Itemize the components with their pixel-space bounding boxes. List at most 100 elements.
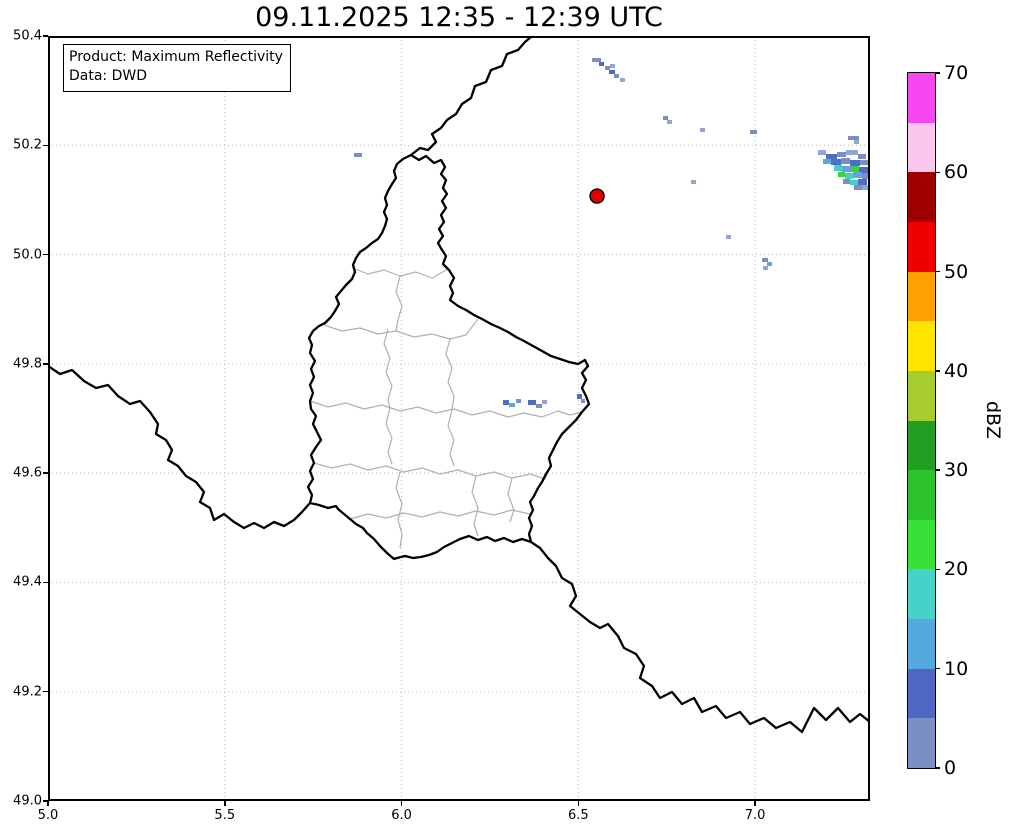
colorbar-tick-label: 60: [944, 161, 969, 184]
x-tickmark: [47, 801, 49, 806]
x-tick-label: 6.0: [391, 808, 412, 823]
location-marker: [589, 188, 605, 204]
radar-echo-cell: [610, 64, 615, 68]
colorbar-band: [908, 221, 935, 272]
country-border: [409, 36, 534, 157]
canton-border: [507, 477, 515, 523]
radar-echo-cell: [823, 159, 831, 164]
canton-border: [385, 407, 393, 465]
y-tickmark: [43, 800, 48, 802]
radar-echo-cell: [862, 185, 870, 190]
country-border: [529, 540, 870, 734]
canton-border: [445, 338, 455, 411]
radar-echo-cell: [859, 167, 870, 173]
plot-frame: [48, 36, 870, 801]
y-tickmark: [43, 690, 48, 693]
colorbar-tickmark: [935, 270, 940, 273]
colorbar-tick-label: 50: [944, 260, 969, 283]
legend-box: Product: Maximum Reflectivity Data: DWD: [63, 44, 291, 92]
y-tick-label: 49.4: [13, 574, 42, 590]
colorbar-band: [908, 420, 935, 471]
radar-echo-cell: [838, 172, 845, 177]
y-tick-label: 49.6: [13, 465, 42, 481]
radar-echo-cell: [854, 185, 862, 190]
radar-echo-cell: [842, 166, 851, 172]
radar-echo-cell: [516, 399, 521, 403]
colorbar-band: [908, 370, 935, 421]
radar-echo-cell: [860, 160, 870, 165]
canton-border: [349, 509, 531, 520]
colorbar-band: [908, 469, 935, 520]
x-tickmark: [224, 801, 226, 806]
colorbar-band: [908, 320, 935, 371]
colorbar-tick-label: 70: [944, 62, 969, 84]
radar-echo-cell: [850, 160, 860, 166]
radar-echo-cell: [726, 235, 731, 239]
radar-echo-cell: [826, 154, 837, 159]
x-tickmark: [754, 801, 756, 806]
x-tickmark: [577, 801, 580, 806]
radar-echo-cell: [858, 154, 866, 159]
radar-echo-cell: [581, 399, 585, 403]
y-tick-label: 50.4: [13, 28, 42, 44]
x-tickmark: [400, 801, 403, 806]
colorbar-tickmark: [935, 72, 940, 74]
radar-echo-cell: [762, 258, 768, 262]
radar-echo-cell: [841, 158, 850, 164]
y-tickmark: [43, 144, 48, 147]
radar-echo-cell: [599, 62, 604, 66]
radar-echo-cell: [837, 152, 846, 157]
y-tickmark: [43, 472, 48, 474]
canton-border: [313, 462, 551, 480]
radar-echo-cell: [834, 165, 842, 171]
colorbar-band: [908, 122, 935, 173]
figure-title: 09.11.2025 12:35 - 12:39 UTC: [255, 2, 663, 33]
colorbar-tickmark: [935, 568, 940, 571]
radar-echo-cell: [850, 180, 858, 185]
y-tickmark: [43, 253, 48, 256]
x-tick-label: 7.0: [744, 808, 766, 823]
map-plot: Product: Maximum Reflectivity Data: DWD: [48, 36, 870, 801]
x-tick-label: 5.0: [37, 808, 59, 823]
colorbar-frame: [907, 72, 936, 769]
y-tickmark: [43, 581, 48, 584]
y-tick-label: 49.2: [13, 684, 42, 700]
radar-echo-cell: [503, 400, 509, 405]
radar-echo-cell: [592, 58, 601, 62]
radar-echo-cell: [609, 70, 615, 74]
colorbar: [907, 72, 936, 769]
y-tickmark: [43, 363, 48, 365]
radar-echo-cell: [536, 404, 542, 408]
radar-echo-cell: [763, 266, 768, 270]
radar-echo-cell: [354, 153, 362, 157]
radar-echo-cell: [620, 78, 625, 82]
radar-echo-cell: [845, 173, 853, 179]
country-border: [306, 153, 591, 561]
canton-border: [395, 275, 403, 332]
radar-echo-cell: [542, 400, 547, 404]
radar-echo-cell: [831, 159, 841, 165]
radar-map-canvas: [48, 36, 870, 801]
radar-echo-cell: [605, 66, 610, 70]
colorbar-tickmark: [935, 370, 940, 372]
legend-data-line: Data: DWD: [69, 68, 147, 85]
colorbar-tick-label: 0: [944, 757, 957, 779]
radar-echo-cell: [843, 179, 850, 184]
radar-echo-cell: [767, 262, 772, 266]
radar-echo-cell: [853, 172, 862, 178]
y-tick-label: 49.0: [13, 793, 42, 809]
colorbar-band: [908, 519, 935, 570]
canton-border: [471, 475, 479, 537]
country-border: [48, 364, 312, 530]
y-tick-label: 49.8: [13, 356, 42, 372]
colorbar-tickmark: [935, 667, 940, 670]
colorbar-bands: [908, 72, 935, 768]
colorbar-tick-label: 40: [944, 359, 969, 382]
radar-echo-cell: [577, 394, 582, 399]
colorbar-tickmark: [935, 171, 940, 174]
y-tickmark: [43, 35, 48, 37]
y-tick-label: 50.2: [13, 137, 42, 153]
radar-echo-cell: [667, 120, 672, 124]
colorbar-band: [908, 271, 935, 322]
